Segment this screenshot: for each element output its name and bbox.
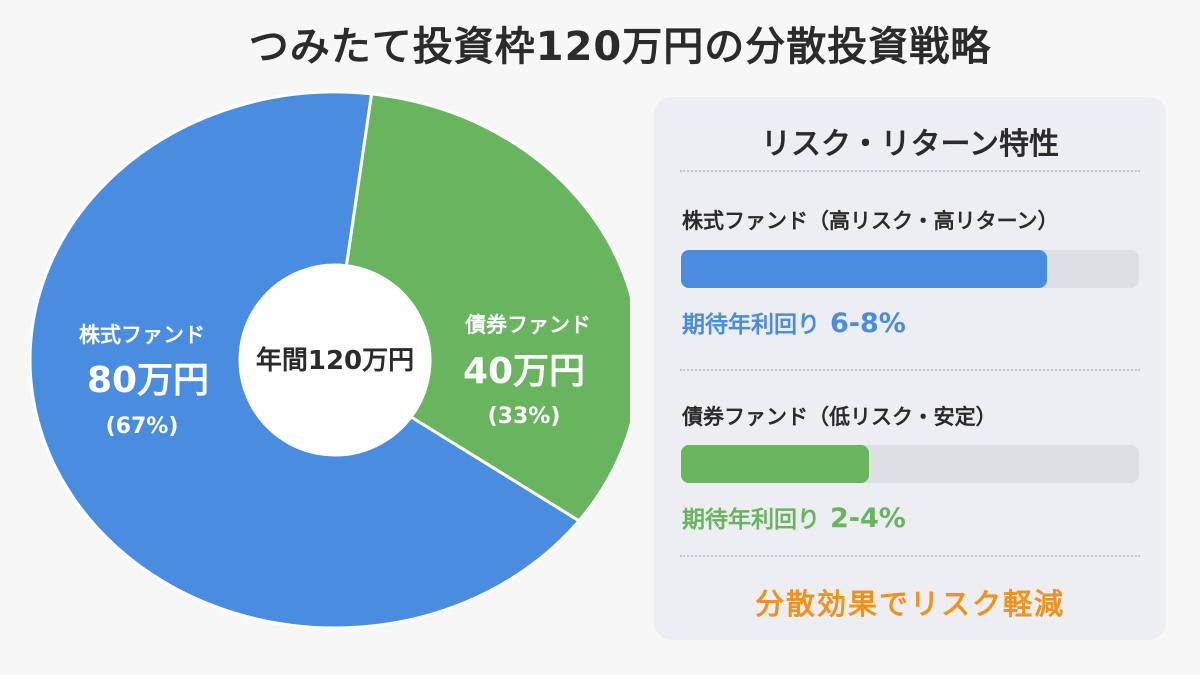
- footer-note: 分散効果でリスク軽減: [754, 587, 1065, 621]
- slice-label-amount: 80万円: [87, 360, 209, 401]
- panel-title: リスク・リターン特性: [761, 127, 1059, 162]
- page-title: つみたて投資枠120万円の分散投資戦略: [248, 24, 992, 70]
- fund-name-stock: 株式ファンド（高リスク・高リターン）: [682, 209, 1059, 233]
- donut-chart: 年間120万円 株式ファンド 80万円 (67%) 債券ファンド 40万円 (33%): [30, 90, 630, 650]
- slice-label-amount: 40万円: [463, 351, 585, 392]
- bar-track-stock: [681, 250, 1139, 288]
- slice-label-percent: (33%): [488, 404, 561, 429]
- divider: [680, 369, 1140, 371]
- expected-return-bond: 期待年利回り 2-4%: [682, 500, 906, 534]
- slice-label-percent: (67%): [106, 414, 179, 439]
- bar-fill-stock: [681, 250, 1048, 288]
- donut-hole: [240, 265, 430, 455]
- divider: [680, 555, 1140, 557]
- bar-track-bond: [681, 445, 1139, 483]
- donut-chart-svg: 年間120万円 株式ファンド 80万円 (67%) 債券ファンド 40万円 (33%): [30, 90, 630, 630]
- fund-name-bond: 債券ファンド（低リスク・安定）: [682, 405, 997, 429]
- expected-return-stock: 期待年利回り 6-8%: [682, 305, 906, 339]
- divider: [680, 170, 1140, 172]
- slice-label-name: 株式ファンド: [79, 323, 205, 347]
- expected-return-value: 2-4%: [830, 503, 906, 534]
- expected-return-value: 6-8%: [830, 308, 906, 339]
- bar-fill-bond: [681, 445, 869, 483]
- risk-return-panel: リスク・リターン特性 株式ファンド（高リスク・高リターン） 期待年利回り 6-8%…: [654, 97, 1166, 640]
- center-label: 年間120万円: [256, 345, 414, 376]
- expected-return-label: 期待年利回り: [682, 507, 820, 533]
- slice-label-name: 債券ファンド: [464, 313, 591, 337]
- expected-return-label: 期待年利回り: [682, 312, 820, 338]
